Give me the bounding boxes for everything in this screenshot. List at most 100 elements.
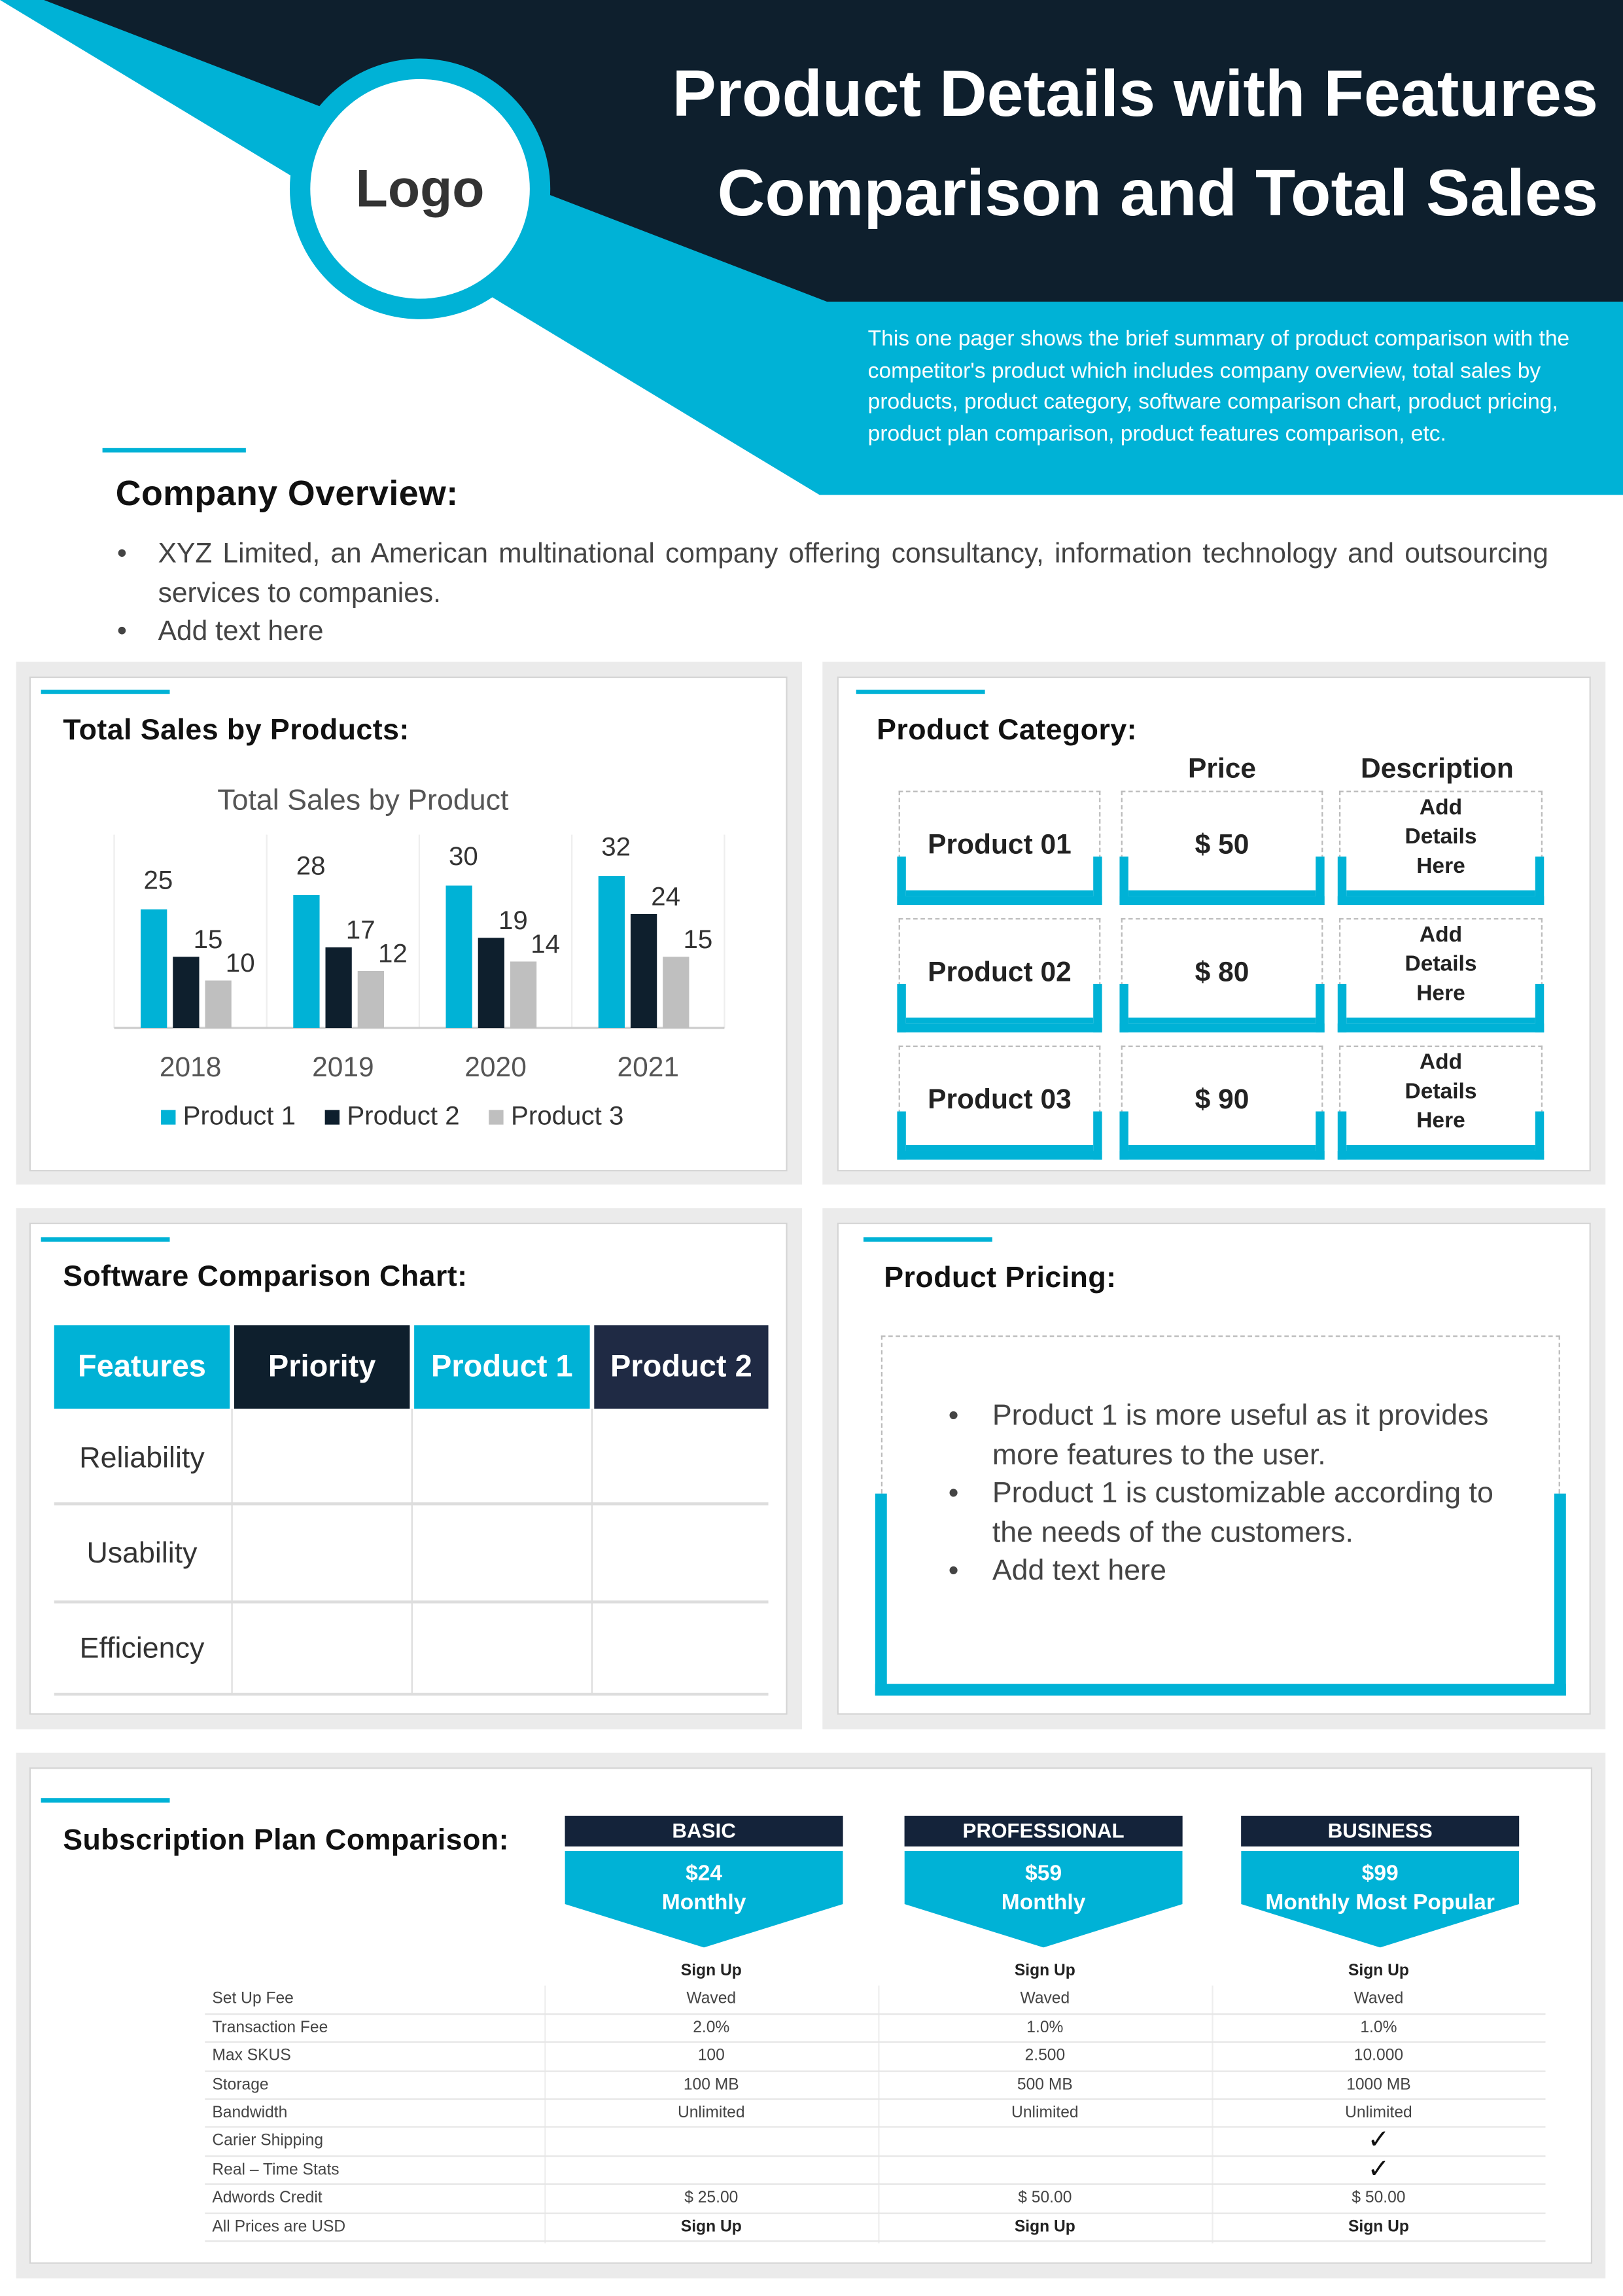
cyan-bracket: [897, 1111, 1102, 1160]
header-description: This one pager shows the brief summary o…: [867, 327, 1570, 446]
plan-name: BASIC: [565, 1815, 843, 1846]
company-overview-heading: Company Overview:: [115, 474, 459, 514]
plan-price: $99: [1361, 1861, 1399, 1886]
category-heading: Product Category:: [877, 715, 1138, 747]
sign-up-link[interactable]: Sign Up: [1014, 2217, 1075, 2236]
subscription-panel-inner: [29, 1767, 1593, 2264]
row-label-reliability: Reliability: [79, 1442, 205, 1475]
data-label: 32: [601, 832, 631, 862]
bullet-item: • Add text here: [116, 616, 324, 648]
bar-product-1-2018: [141, 909, 167, 1029]
x-tick-label: 2020: [464, 1052, 527, 1083]
plan-name: BUSINESS: [1241, 1815, 1520, 1846]
accent-line: [41, 1798, 170, 1803]
row-label-usability: Usability: [86, 1537, 198, 1570]
plan-name: PROFESSIONAL: [904, 1815, 1183, 1846]
pricing-list: • Product 1 is more useful as it provides…: [949, 1397, 1505, 1591]
cell-value: 1.0%: [1026, 2019, 1064, 2037]
row-label: Max SKUS: [212, 2047, 291, 2065]
software-panel-inner: [29, 1222, 788, 1715]
legend-label: Product 1: [183, 1101, 296, 1131]
cell-value: $ 25.00: [684, 2189, 739, 2207]
table-row: [54, 1604, 769, 1696]
sign-up-link[interactable]: Sign Up: [1348, 1962, 1409, 1980]
table-row: [54, 1506, 769, 1604]
page-title: Product Details with Features Comparison…: [672, 44, 1598, 243]
data-label: 25: [144, 865, 173, 894]
data-label: 12: [378, 939, 408, 968]
data-label: 24: [651, 882, 680, 911]
cell-text: $ 80: [1195, 957, 1249, 988]
bar-product-3-2021: [663, 957, 689, 1029]
sign-up-link[interactable]: Sign Up: [680, 2217, 742, 2236]
column-divider: [544, 1985, 546, 2244]
pricing-panel-inner: [837, 1222, 1591, 1715]
legend-item: Product 1: [161, 1101, 296, 1132]
row-label: Transaction Fee: [212, 2019, 328, 2037]
row-label: Real – Time Stats: [212, 2161, 340, 2179]
column-divider: [231, 1408, 233, 1696]
data-label: 19: [498, 906, 528, 935]
cell-value: Unlimited: [677, 2104, 745, 2122]
x-tick-label: 2018: [160, 1052, 222, 1083]
table-row: Set Up Fee Waved Waved Waved: [205, 1986, 1546, 2015]
cyan-bracket: [1337, 857, 1544, 906]
bar-product-1-2021: [598, 875, 625, 1029]
bar-product-3-2018: [205, 980, 232, 1029]
cell-value: $ 50.00: [1352, 2189, 1406, 2207]
bullet-text: Product 1 is more useful as it provides …: [992, 1400, 1489, 1471]
x-tick-label: 2021: [618, 1052, 680, 1083]
pricing-bracket: [875, 1493, 1566, 1696]
legend-swatch: [161, 1109, 176, 1124]
price-column-header: Price: [1188, 754, 1257, 785]
bar-product-3-2020: [510, 961, 537, 1029]
row-label: Adwords Credit: [212, 2189, 323, 2207]
accent-line: [863, 1237, 992, 1242]
cell-text: Add Details Here: [1405, 1049, 1477, 1133]
header-product-1: Product 1: [414, 1325, 590, 1409]
header-priority: Priority: [234, 1325, 410, 1409]
cell-text: $ 50: [1195, 829, 1249, 860]
legend-item: Product 2: [324, 1101, 460, 1132]
cell-value: 2.500: [1024, 2047, 1066, 2065]
bullet-text: Add text here: [992, 1555, 1166, 1587]
cell-value: Unlimited: [1011, 2104, 1079, 2122]
column-divider: [878, 1985, 880, 2244]
sign-up-link[interactable]: Sign Up: [1014, 1962, 1075, 1980]
row-label: Bandwidth: [212, 2104, 288, 2122]
chart-legend: Product 1 Product 2 Product 3: [161, 1101, 623, 1132]
cell-text: Add Details Here: [1405, 794, 1477, 878]
chart-title: Total Sales by Product: [217, 785, 509, 817]
sign-up-link[interactable]: Sign Up: [680, 1962, 742, 1980]
plan-period: Monthly: [661, 1890, 746, 1916]
column-divider: [591, 1408, 593, 1696]
pricing-heading: Product Pricing:: [884, 1262, 1117, 1295]
table-row: Carier Shipping ✓: [205, 2125, 1546, 2157]
cell-text: Product 01: [928, 829, 1072, 860]
subscription-heading: Subscription Plan Comparison:: [63, 1824, 509, 1857]
row-label: Storage: [212, 2075, 269, 2094]
row-label: Carier Shipping: [212, 2132, 324, 2151]
bullet-text: Add text here: [158, 616, 324, 648]
cell-value: Unlimited: [1345, 2104, 1412, 2122]
table-row: Storage 100 MB 500 MB 1000 MB: [205, 2072, 1546, 2100]
column-divider: [411, 1408, 413, 1696]
cell-text: Add Details Here: [1405, 921, 1477, 1006]
bar-product-2-2020: [478, 938, 504, 1029]
cell-value: 1.0%: [1360, 2019, 1397, 2037]
header-product-2: Product 2: [594, 1325, 769, 1409]
bullet-text: Product 1 is customizable according to t…: [992, 1477, 1493, 1549]
data-label: 15: [194, 925, 223, 954]
row-label: All Prices are USD: [212, 2217, 346, 2236]
cyan-bracket: [1337, 1111, 1544, 1160]
table-row: All Prices are USD Sign Up Sign Up Sign Up: [205, 2214, 1546, 2242]
category-cell-desc: Add Details Here: [1337, 918, 1544, 1033]
sign-up-link[interactable]: Sign Up: [1348, 2217, 1409, 2236]
bullet-item: • XYZ Limited, an American multinational …: [116, 539, 1548, 609]
table-row: Adwords Credit $ 25.00 $ 50.00 $ 50.00: [205, 2185, 1546, 2214]
category-cell-price: $ 50: [1119, 790, 1325, 906]
legend-label: Product 3: [510, 1101, 624, 1131]
cell-value: 10.000: [1353, 2047, 1404, 2065]
